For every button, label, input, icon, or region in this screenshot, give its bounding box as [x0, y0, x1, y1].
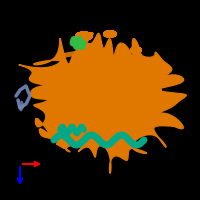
Polygon shape [19, 33, 186, 173]
